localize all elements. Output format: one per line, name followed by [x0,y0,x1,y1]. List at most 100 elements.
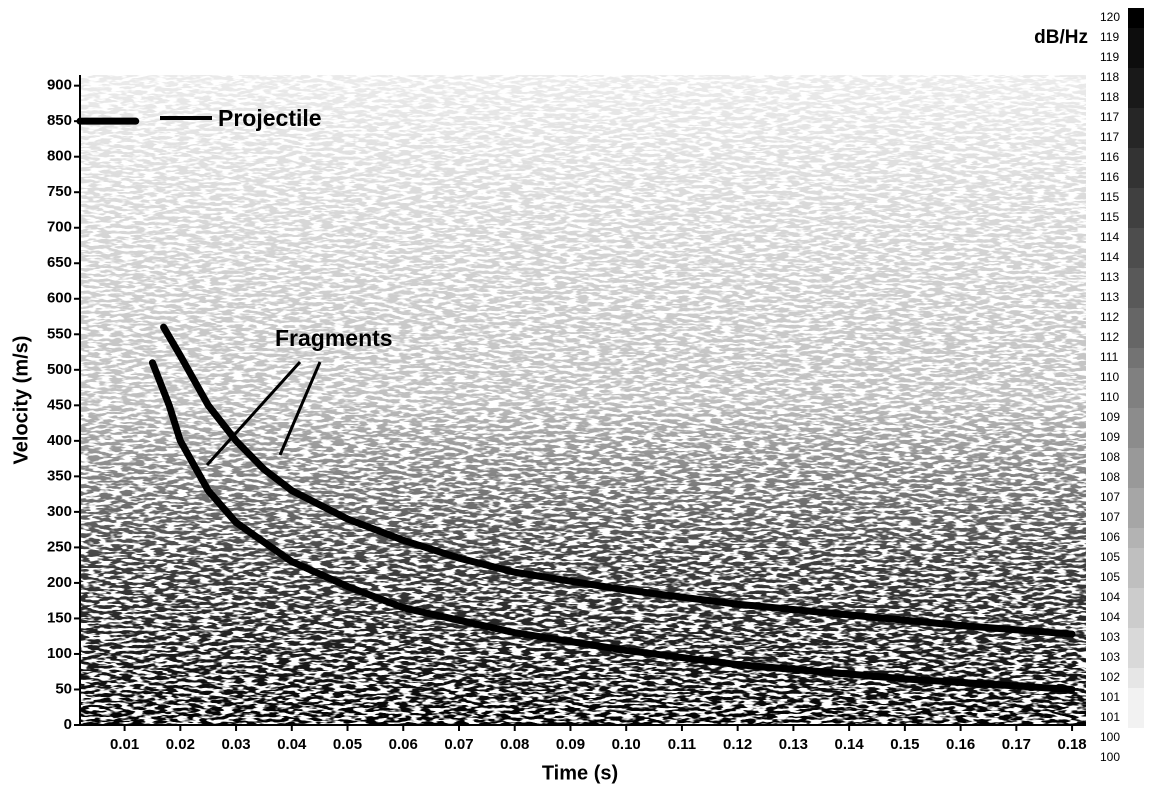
colorbar-tick-label: 114 [1100,250,1119,264]
colorbar-cell [1128,628,1144,649]
colorbar-cell [1128,88,1144,109]
colorbar-cell [1128,108,1144,129]
y-axis-label: Velocity (m/s) [10,336,32,465]
x-tick-label: 0.06 [389,736,418,753]
y-tick-label: 200 [47,574,72,591]
colorbar-cell [1128,348,1144,369]
colorbar-tick-label: 115 [1100,210,1119,224]
colorbar-tick-label: 116 [1100,170,1119,184]
colorbar-cell [1128,708,1144,729]
colorbar-cell [1128,128,1144,149]
x-tick-label: 0.11 [668,736,696,753]
colorbar-cell [1128,368,1144,389]
annotation: Projectile [218,105,322,131]
colorbar-tick-label: 100 [1100,750,1120,764]
colorbar-cell [1128,68,1144,89]
colorbar-tick-label: 100 [1100,730,1120,744]
y-tick-label: 150 [47,609,72,626]
y-tick-label: 350 [47,467,72,484]
colorbar-cell [1128,28,1144,49]
x-tick-label: 0.18 [1057,736,1086,753]
annotation-pointer [205,360,302,467]
colorbar-tick-label: 101 [1100,690,1120,704]
colorbar-tick-label: 102 [1100,670,1120,684]
colorbar-cell [1128,608,1144,629]
colorbar-cell [1128,8,1144,29]
colorbar-tick-label: 104 [1100,590,1120,604]
y-tick-label: 750 [47,183,72,200]
colorbar-tick-label: 112 [1100,310,1119,324]
x-tick-label: 0.10 [612,736,641,753]
y-tick-label: 550 [47,325,72,342]
colorbar-cell [1128,188,1144,209]
x-tick-label: 0.09 [556,736,585,753]
trace-line [160,323,1076,638]
y-tick-label: 100 [47,645,72,662]
x-tick-label: 0.12 [723,736,752,753]
y-tick-label: 50 [55,680,72,697]
colorbar-tick-label: 112 [1100,330,1119,344]
colorbar-cell [1128,728,1144,749]
colorbar-cell [1128,548,1144,569]
colorbar-tick-label: 117 [1100,110,1119,124]
annotation: Fragments [275,325,393,351]
x-tick-label: 0.05 [333,736,362,753]
colorbar-tick-label: 110 [1100,390,1119,404]
colorbar-tick-label: 111 [1100,350,1119,364]
colorbar-tick-label: 118 [1100,90,1119,104]
x-tick-label: 0.03 [221,736,250,753]
x-axis-label: Time (s) [542,762,618,784]
y-tick-label: 400 [47,432,72,449]
y-tick-label: 250 [47,538,72,555]
y-tick-label: 0 [64,716,72,733]
x-tick-label: 0.17 [1002,736,1031,753]
colorbar-label: dB/Hz [1034,27,1088,48]
colorbar-tick-label: 103 [1100,650,1120,664]
x-tick-label: 0.15 [890,736,919,753]
colorbar-cell [1128,568,1144,589]
colorbar-tick-label: 113 [1100,270,1119,284]
x-tick-label: 0.08 [500,736,529,753]
colorbar-tick-label: 101 [1100,710,1120,724]
colorbar-cell [1128,248,1144,269]
y-tick-label: 800 [47,148,72,165]
colorbar-tick-label: 105 [1100,570,1120,584]
x-tick-label: 0.16 [946,736,975,753]
colorbar-tick-label: 119 [1100,30,1119,44]
colorbar-tick-label: 105 [1100,550,1120,564]
colorbar-cell [1128,228,1144,249]
colorbar-tick-label: 108 [1100,470,1120,484]
colorbar-cell [1128,48,1144,69]
trace-line [148,359,1076,693]
colorbar-tick-label: 107 [1100,510,1120,524]
colorbar-tick-label: 118 [1100,70,1119,84]
colorbar-tick-label: 117 [1100,130,1119,144]
x-tick-label: 0.01 [110,736,139,753]
colorbar-tick-label: 107 [1100,490,1120,504]
colorbar-cell [1128,308,1144,329]
y-tick-label: 450 [47,396,72,413]
colorbar-cell [1128,668,1144,689]
annotation-pointer [278,361,322,456]
colorbar-cell [1128,448,1144,469]
colorbar-cell [1128,268,1144,289]
spectrogram-texture [80,75,1086,725]
y-tick-label: 700 [47,219,72,236]
colorbar-tick-label: 110 [1100,370,1119,384]
colorbar-cell [1128,288,1144,309]
y-tick-label: 500 [47,361,72,378]
colorbar-tick-label: 120 [1100,10,1120,24]
colorbar-cell [1128,528,1144,549]
x-tick-label: 0.14 [835,736,865,753]
colorbar-cell [1128,508,1144,529]
colorbar-tick-label: 113 [1100,290,1119,304]
colorbar-tick-label: 108 [1100,450,1120,464]
colorbar-cell [1128,148,1144,169]
colorbar-tick-label: 115 [1100,190,1119,204]
y-tick-label: 650 [47,254,72,271]
colorbar-cell [1128,648,1144,669]
colorbar-tick-label: 114 [1100,230,1119,244]
colorbar-tick-label: 119 [1100,50,1119,64]
colorbar-cell [1128,388,1144,409]
colorbar-tick-label: 116 [1100,150,1119,164]
